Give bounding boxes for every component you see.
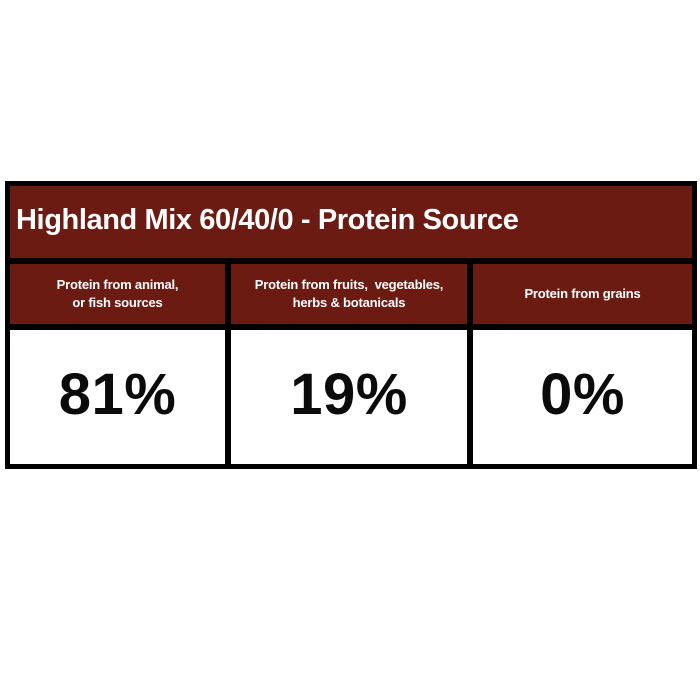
value-fruits-vegetables: 19% (231, 330, 467, 464)
protein-source-table: Highland Mix 60/40/0 - Protein Source Pr… (5, 181, 697, 469)
table-title: Highland Mix 60/40/0 - Protein Source (10, 186, 692, 258)
column-header-animal-fish: Protein from animal, or fish sources (10, 264, 225, 324)
value-animal-fish: 81% (10, 330, 225, 464)
value-grains: 0% (473, 330, 692, 464)
column-header-fruits-vegetables: Protein from fruits, vegetables, herbs &… (231, 264, 467, 324)
column-header-grains: Protein from grains (473, 264, 692, 324)
